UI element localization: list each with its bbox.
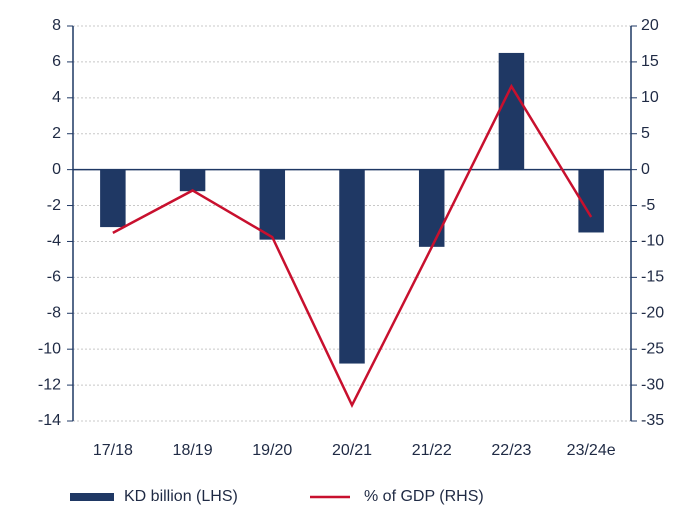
y2-tick-label: 20 xyxy=(641,17,659,34)
legend-label: KD billion (LHS) xyxy=(124,488,238,505)
x-tick-label: 17/18 xyxy=(93,442,133,459)
y-tick-label: -6 xyxy=(47,269,61,286)
y2-tick-label: -20 xyxy=(641,304,664,321)
y-tick-label: 8 xyxy=(52,17,61,34)
legend-swatch xyxy=(70,493,114,501)
bar xyxy=(179,169,206,192)
y-tick-label: -12 xyxy=(38,376,61,393)
y-tick-label: 0 xyxy=(52,161,61,178)
y2-tick-label: 5 xyxy=(641,125,650,142)
y2-tick-label: -30 xyxy=(641,376,664,393)
y2-tick-label: 10 xyxy=(641,89,659,106)
y2-tick-label: -35 xyxy=(641,412,664,429)
bar xyxy=(339,169,365,364)
legend-label: % of GDP (RHS) xyxy=(364,488,484,505)
y-tick-label: 4 xyxy=(52,89,61,106)
x-tick-label: 22/23 xyxy=(491,442,531,459)
y-tick-label: -8 xyxy=(47,304,61,321)
x-tick-label: 20/21 xyxy=(332,442,372,459)
y-tick-label: 6 xyxy=(52,53,61,70)
x-tick-label: 21/22 xyxy=(412,442,452,459)
x-tick-label: 23/24e xyxy=(567,442,616,459)
y-tick-label: 2 xyxy=(52,125,61,142)
y-tick-label: -14 xyxy=(38,412,61,429)
bar xyxy=(259,169,286,240)
y2-tick-label: -10 xyxy=(641,233,664,250)
y-tick-label: -2 xyxy=(47,197,61,214)
y2-tick-label: 15 xyxy=(641,53,659,70)
bar xyxy=(418,169,445,247)
y-tick-label: -10 xyxy=(38,340,61,357)
y-tick-label: -4 xyxy=(47,233,61,250)
bar xyxy=(100,169,126,228)
y2-tick-label: -15 xyxy=(641,269,664,286)
y2-tick-label: -25 xyxy=(641,340,664,357)
x-tick-label: 18/19 xyxy=(173,442,213,459)
x-tick-label: 19/20 xyxy=(252,442,292,459)
bar xyxy=(498,52,525,170)
line xyxy=(112,83,593,409)
y2-tick-label: -5 xyxy=(641,197,655,214)
y2-tick-label: 0 xyxy=(641,161,650,178)
